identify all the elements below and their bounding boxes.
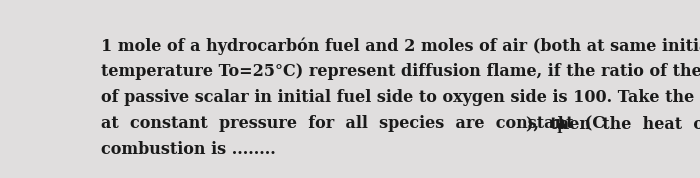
Text: of passive scalar in initial fuel side to oxygen side is 100. Take the specific : of passive scalar in initial fuel side t… [101, 89, 700, 106]
Text: at  constant  pressure  for  all  species  are  constant  (C: at constant pressure for all species are… [101, 115, 606, 132]
Text: P: P [556, 123, 566, 136]
Text: combustion is ........: combustion is ........ [101, 141, 276, 158]
Text: 1 mole of a hydrocarbón fuel and 2 moles of air (both at same initial: 1 mole of a hydrocarbón fuel and 2 moles… [101, 38, 700, 55]
Text: ),  then  the  heat  of: ), then the heat of [526, 115, 700, 132]
Text: temperature To=25°C) represent diffusion flame, if the ratio of the summation: temperature To=25°C) represent diffusion… [101, 63, 700, 80]
